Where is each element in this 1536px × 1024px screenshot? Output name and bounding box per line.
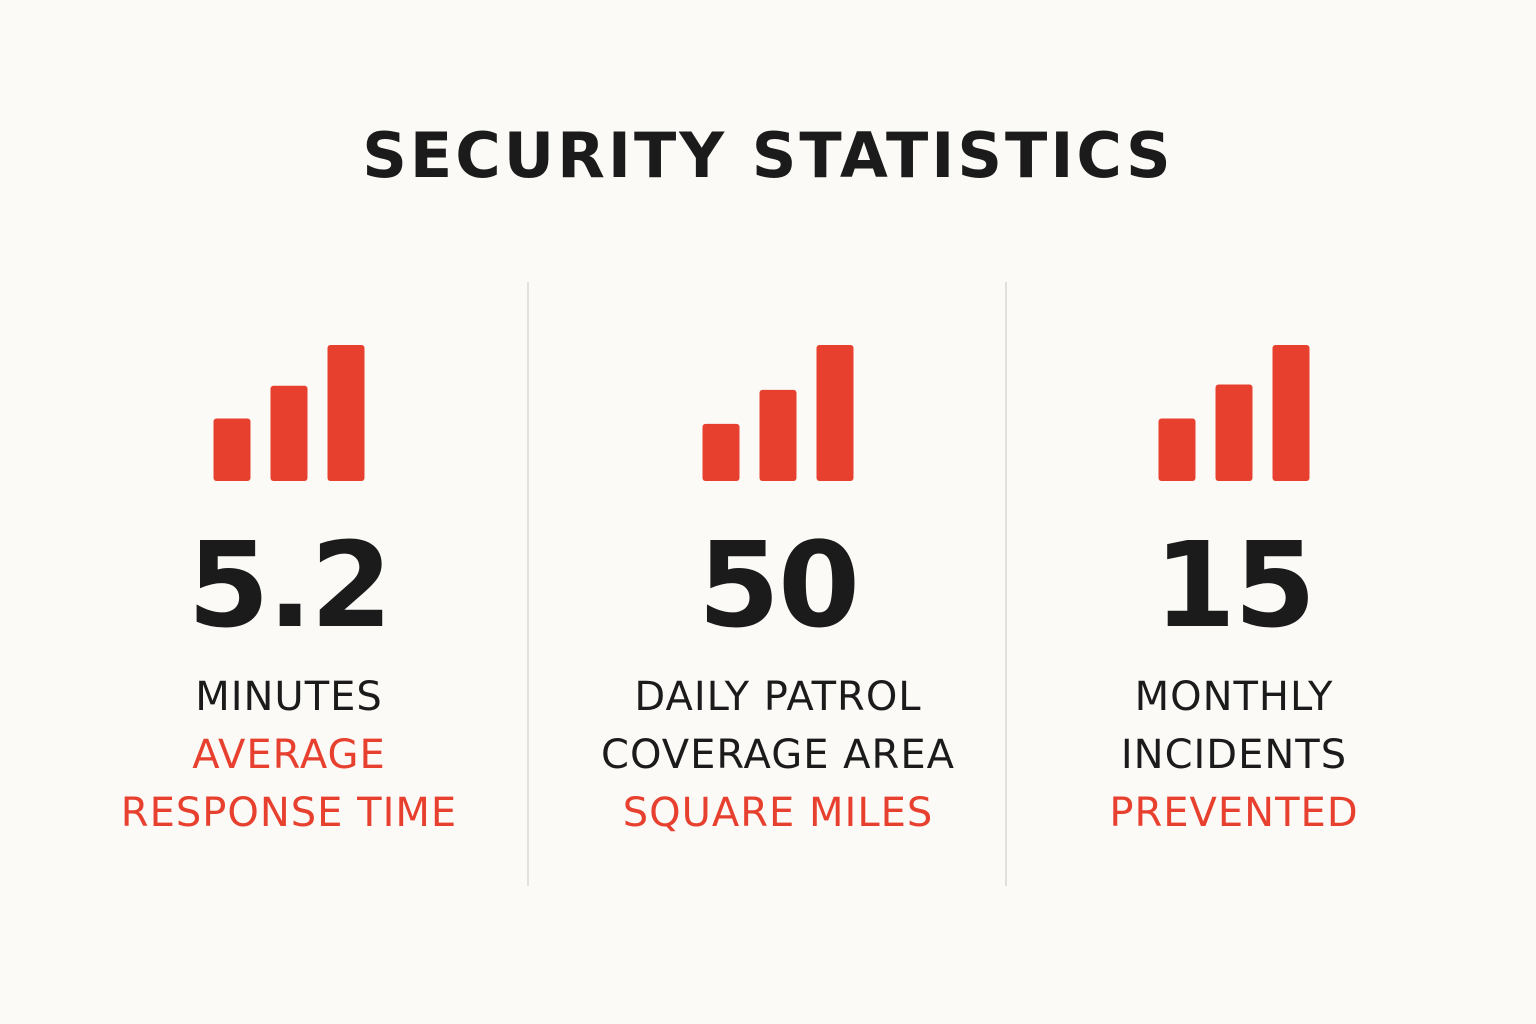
stat-label-line: MONTHLY bbox=[1134, 674, 1334, 720]
bar-chart-icon-bar bbox=[816, 345, 854, 481]
stat-card-incidents-prevented: 15 MONTHLY INCIDENTS PREVENTED bbox=[995, 282, 1473, 886]
stat-value: 15 bbox=[1153, 516, 1316, 654]
bar-chart-icon-bar bbox=[1215, 384, 1253, 481]
stat-label: MONTHLY INCIDENTS PREVENTED bbox=[995, 668, 1473, 842]
bar-chart-icon-bar bbox=[327, 345, 365, 481]
bar-chart-icon-bar bbox=[270, 385, 308, 481]
stat-label-line: AVERAGE bbox=[192, 732, 386, 778]
stat-label-line: MINUTES bbox=[195, 674, 383, 720]
stat-label: MINUTES AVERAGE RESPONSE TIME bbox=[50, 668, 528, 842]
stat-label-line: RESPONSE TIME bbox=[120, 790, 458, 836]
column-divider bbox=[527, 282, 529, 886]
stat-label-line: COVERAGE AREA bbox=[601, 732, 955, 778]
bar-chart-icon-bar bbox=[702, 423, 740, 481]
stat-card-patrol-coverage: 50 DAILY PATROL COVERAGE AREA SQUARE MIL… bbox=[539, 282, 1017, 886]
bar-chart-icon-bar bbox=[1272, 345, 1310, 481]
bar-chart-icon-bar bbox=[213, 418, 251, 481]
page-title: SECURITY STATISTICS bbox=[362, 119, 1174, 192]
bar-chart-icon bbox=[702, 345, 854, 481]
stat-label-line: SQUARE MILES bbox=[622, 790, 934, 836]
bar-chart-icon bbox=[1158, 345, 1310, 481]
stat-label: DAILY PATROL COVERAGE AREA SQUARE MILES bbox=[539, 668, 1017, 842]
column-divider bbox=[1005, 282, 1007, 886]
stat-value: 5.2 bbox=[187, 516, 392, 654]
bar-chart-icon-bar bbox=[759, 389, 797, 481]
bar-chart-icon bbox=[213, 345, 365, 481]
stat-value: 50 bbox=[697, 516, 860, 654]
stat-card-response-time: 5.2 MINUTES AVERAGE RESPONSE TIME bbox=[50, 282, 528, 886]
stat-label-line: PREVENTED bbox=[1109, 790, 1359, 836]
stat-label-line: DAILY PATROL bbox=[634, 674, 922, 720]
bar-chart-icon-bar bbox=[1158, 418, 1196, 481]
stat-label-line: INCIDENTS bbox=[1120, 732, 1348, 778]
